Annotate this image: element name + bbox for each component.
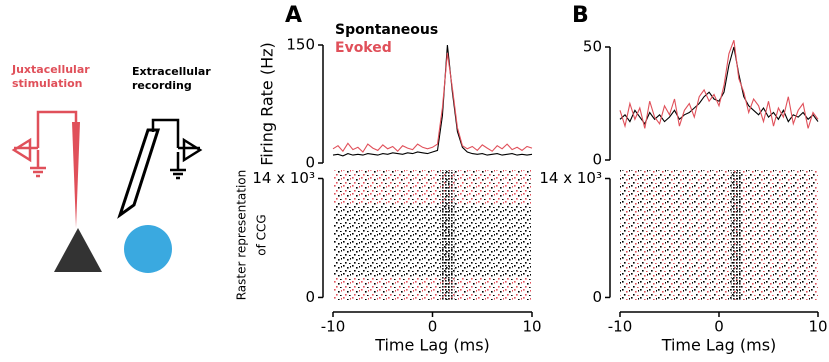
- y-tick-label: 14 x 10³: [252, 169, 315, 187]
- y-tick-label: 50: [583, 38, 602, 56]
- x-tick-label: 10: [808, 318, 827, 336]
- stim-label: stimulation: [12, 77, 82, 90]
- x-tick-label: 0: [428, 318, 438, 336]
- rec-circuit: [151, 118, 203, 180]
- y-tick-label: 0: [305, 154, 315, 172]
- raster-block: [333, 170, 532, 204]
- stim-label: Juxtacellular: [11, 63, 90, 76]
- raster-peak: [730, 170, 741, 300]
- y-axis-label: Raster representation: [235, 170, 249, 301]
- series-line: [332, 52, 533, 153]
- raster-block: [333, 203, 532, 277]
- raster-block: [333, 276, 532, 300]
- neuron-triangle: [54, 228, 102, 272]
- x-tick-label: -10: [608, 318, 633, 336]
- series-line: [332, 44, 533, 157]
- raster-peak: [440, 170, 455, 300]
- rec-label: recording: [132, 79, 192, 92]
- x-tick-label: 0: [714, 318, 724, 336]
- y-tick-label: 150: [286, 36, 315, 54]
- neuron-circle: [124, 225, 172, 273]
- x-tick-label: 10: [522, 318, 541, 336]
- y-axis-label: of CCG: [255, 214, 269, 255]
- legend-entry: Spontaneous: [335, 22, 438, 38]
- panel-label: B: [572, 3, 589, 28]
- y-tick-label: 0: [305, 288, 315, 306]
- rec-label: Extracellular: [132, 65, 211, 78]
- y-axis-label: Firing Rate (Hz): [258, 42, 277, 166]
- x-axis-label: Time Lag (ms): [374, 336, 490, 355]
- y-tick-label: 14 x 10³: [539, 169, 602, 187]
- panel-label: A: [285, 3, 302, 28]
- x-tick-label: -10: [321, 318, 346, 336]
- series-line: [619, 46, 819, 125]
- y-tick-label: 0: [592, 288, 602, 306]
- stim-circuit: [11, 110, 78, 178]
- y-tick-label: 0: [592, 151, 602, 169]
- legend-entry: Evoked: [335, 40, 392, 56]
- x-axis-label: Time Lag (ms): [661, 336, 777, 355]
- series-line: [619, 40, 819, 129]
- raster-block: [620, 170, 818, 300]
- schematic: Juxtacellular stimulation Extracellular …: [11, 63, 211, 273]
- rec-electrode: [117, 128, 161, 219]
- stim-electrode: [72, 122, 80, 228]
